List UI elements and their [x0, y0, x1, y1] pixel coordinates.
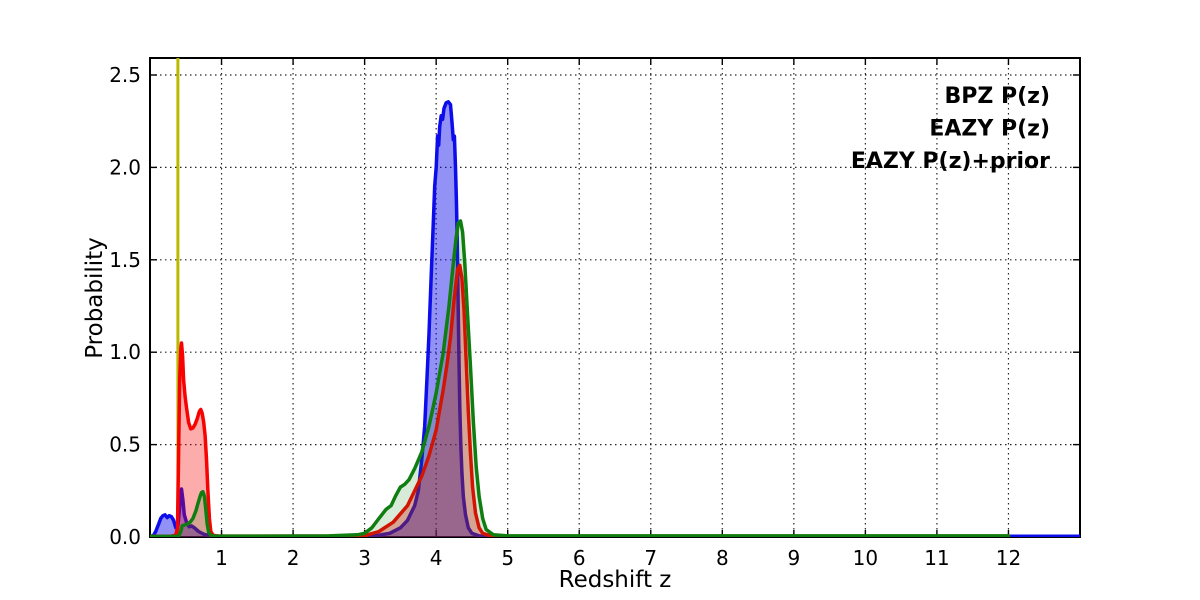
y-tick-label-0.5: 0.5: [109, 433, 141, 457]
grid-lines: [150, 58, 1080, 537]
y-tick-label-2.0: 2.0: [109, 155, 141, 179]
legend-entry-0: BPZ P(z): [944, 84, 1050, 109]
legend-entry-1: EAZY P(z): [929, 117, 1050, 142]
legend-entry-2: EAZY P(z)+prior: [851, 149, 1050, 174]
x-tick-label-3: 3: [358, 546, 371, 570]
x-tick-label-2: 2: [287, 546, 300, 570]
y-tick-label-1.0: 1.0: [109, 340, 141, 364]
y-tick-label-1.5: 1.5: [109, 248, 141, 272]
x-tick-label-11: 11: [924, 546, 949, 570]
x-tick-label-4: 4: [430, 546, 443, 570]
x-tick-label-12: 12: [996, 546, 1021, 570]
x-tick-label-6: 6: [573, 546, 586, 570]
y-axis-label: Probability: [82, 237, 108, 359]
x-tick-label-10: 10: [853, 546, 878, 570]
curves-layer: [150, 100, 1080, 537]
x-axis-label: Redshift z: [559, 567, 672, 593]
x-tick-label-1: 1: [215, 546, 228, 570]
series-line-2: [150, 219, 1011, 537]
x-tick-label-7: 7: [644, 546, 657, 570]
x-tick-label-8: 8: [716, 546, 729, 570]
x-tick-label-5: 5: [501, 546, 514, 570]
legend: BPZ P(z) EAZY P(z) EAZY P(z)+prior: [851, 84, 1050, 174]
y-tick-label-0.0: 0.0: [109, 525, 141, 549]
x-tick-label-9: 9: [787, 546, 800, 570]
y-tick-label-2.5: 2.5: [109, 63, 141, 87]
tick-labels: 1 2 3 4 5 6 7 8 9 10 11 120.00.51.01.52.02.5: [109, 63, 1021, 570]
